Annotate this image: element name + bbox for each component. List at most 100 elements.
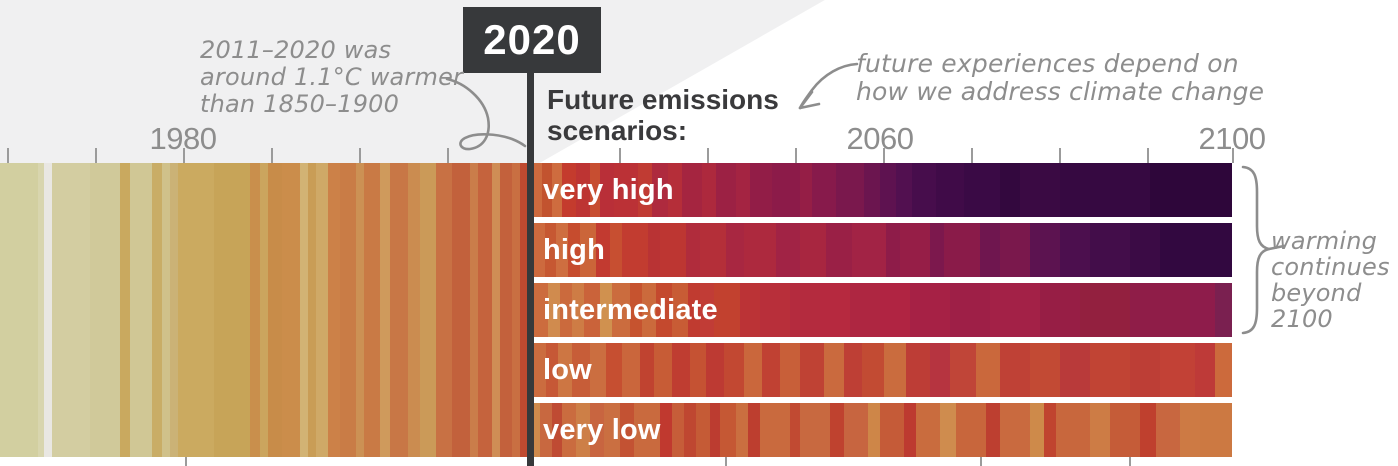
- stripe: [596, 223, 610, 277]
- stripe: [990, 283, 1040, 337]
- stripe: [790, 283, 820, 337]
- stripe: [868, 403, 880, 457]
- stripe: [380, 163, 390, 457]
- stripe: [1090, 223, 1130, 277]
- stripe: [850, 283, 880, 337]
- stripe: [282, 163, 300, 457]
- stripe: [606, 343, 622, 397]
- stripe: [884, 343, 906, 397]
- axis-tick: [971, 148, 973, 163]
- stripe: [531, 403, 540, 457]
- stripe: [910, 283, 950, 337]
- stripe: [634, 403, 660, 457]
- stripe: [1190, 283, 1215, 337]
- stripe: [964, 163, 1000, 217]
- axis-tick: [447, 148, 449, 163]
- stripe: [760, 283, 790, 337]
- arrow-curve-icon: [798, 62, 859, 110]
- stripe: [642, 283, 656, 337]
- stripe: [604, 403, 620, 457]
- stripe: [702, 163, 716, 217]
- scenario-band-very-low: [531, 403, 1232, 457]
- brace-icon: [1241, 165, 1271, 335]
- axis-label-2060: 2060: [846, 121, 914, 156]
- stripe: [776, 223, 800, 277]
- stripe: [120, 163, 130, 457]
- stripe: [724, 343, 744, 397]
- stripe: [750, 163, 772, 217]
- stripe: [912, 163, 936, 217]
- stripe: [976, 343, 1000, 397]
- stripe: [940, 403, 956, 457]
- axis-tick: [1147, 148, 1149, 163]
- annotation-beyond-2100: warming continues beyond 2100: [1271, 228, 1390, 332]
- stripe: [1180, 403, 1200, 457]
- stripe: [944, 223, 980, 277]
- stripe: [880, 163, 896, 217]
- stripe: [178, 163, 214, 457]
- stripe: [672, 403, 684, 457]
- stripe: [656, 283, 672, 337]
- stripe: [600, 163, 614, 217]
- stripe: [130, 163, 152, 457]
- stripe: [492, 163, 500, 457]
- stripe: [706, 343, 724, 397]
- scenario-band-intermediate: [531, 283, 1232, 337]
- stripe: [744, 223, 776, 277]
- stripe: [170, 163, 178, 457]
- stripe: [772, 163, 800, 217]
- stripe: [500, 163, 512, 457]
- stripe: [720, 403, 736, 457]
- stripe: [590, 403, 604, 457]
- future-emissions-heading-line2: scenarios:: [547, 115, 688, 146]
- stripe: [864, 163, 880, 217]
- stripe: [1044, 403, 1056, 457]
- stripe: [152, 163, 162, 457]
- stripe: [830, 403, 844, 457]
- stripe: [700, 283, 714, 337]
- stripe: [542, 163, 552, 217]
- stripe: [1060, 223, 1090, 277]
- stripe: [936, 163, 964, 217]
- stripe: [716, 163, 736, 217]
- stripe: [638, 163, 652, 217]
- annotation-past-warming-line2: around 1.1°C warmer: [200, 63, 464, 91]
- stripe: [512, 163, 520, 457]
- stripe: [630, 283, 642, 337]
- stripe: [268, 163, 282, 457]
- stripe: [710, 403, 720, 457]
- stripe: [682, 163, 702, 217]
- stripe: [916, 403, 940, 457]
- stripe: [1000, 223, 1030, 277]
- stripe: [1030, 343, 1060, 397]
- stripe: [545, 223, 556, 277]
- stripe: [390, 163, 408, 457]
- stripe: [540, 403, 552, 457]
- stripe: [576, 163, 590, 217]
- axis-tick: [183, 148, 185, 163]
- stripe: [852, 223, 886, 277]
- stripe: [452, 163, 470, 457]
- stripe: [1060, 163, 1150, 217]
- annotation-future-depends: future experiences depend on how we addr…: [856, 50, 1264, 106]
- stripe: [556, 223, 568, 277]
- scenario-label-intermediate: intermediate: [543, 293, 718, 326]
- axis-tick: [883, 148, 885, 163]
- stripe: [950, 343, 976, 397]
- stripe: [580, 223, 596, 277]
- stripe: [531, 343, 546, 397]
- stripe: [1000, 163, 1020, 217]
- stripe: [668, 163, 682, 217]
- annotation-future-depends-line2: how we address climate change: [856, 77, 1265, 106]
- stripe: [560, 283, 572, 337]
- stripe: [880, 283, 910, 337]
- annotation-past-warming-line3: than 1850–1900: [200, 90, 400, 118]
- stripe: [1130, 343, 1160, 397]
- stripe: [478, 163, 492, 457]
- stripe: [420, 163, 436, 457]
- stripe: [1090, 343, 1130, 397]
- axis-tick: [185, 457, 187, 466]
- stripe: [1056, 403, 1090, 457]
- stripe: [562, 163, 576, 217]
